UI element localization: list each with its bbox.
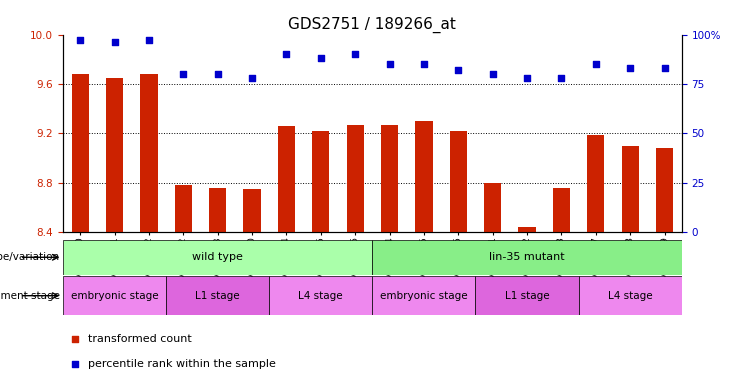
Text: development stage: development stage — [0, 291, 60, 301]
Bar — [269, 276, 372, 315]
Point — [315, 55, 327, 61]
Bar — [278, 126, 295, 232]
Text: embryonic stage: embryonic stage — [70, 291, 159, 301]
Bar — [106, 78, 123, 232]
Title: GDS2751 / 189266_at: GDS2751 / 189266_at — [288, 17, 456, 33]
Point — [177, 71, 189, 77]
Text: embryonic stage: embryonic stage — [380, 291, 468, 301]
Bar — [166, 276, 269, 315]
Point — [281, 51, 293, 58]
Point — [70, 336, 82, 342]
Point — [624, 65, 636, 71]
Bar — [622, 146, 639, 232]
Bar — [175, 185, 192, 232]
Bar — [209, 188, 226, 232]
Bar — [381, 125, 398, 232]
Point — [659, 65, 671, 71]
Text: transformed count: transformed count — [87, 334, 191, 344]
Text: L1 stage: L1 stage — [505, 291, 549, 301]
Text: genotype/variation: genotype/variation — [0, 252, 60, 262]
Bar — [244, 189, 261, 232]
Point — [487, 71, 499, 77]
Point — [590, 61, 602, 67]
Bar — [415, 121, 433, 232]
Bar — [587, 135, 605, 232]
Point — [143, 37, 155, 43]
Point — [384, 61, 396, 67]
Bar — [140, 74, 158, 232]
Point — [556, 75, 568, 81]
Point — [452, 67, 464, 73]
Point — [349, 51, 361, 58]
Bar — [476, 276, 579, 315]
Bar — [579, 276, 682, 315]
Text: wild type: wild type — [192, 252, 243, 262]
Text: percentile rank within the sample: percentile rank within the sample — [87, 359, 276, 369]
Bar — [484, 183, 501, 232]
Text: lin-35 mutant: lin-35 mutant — [489, 252, 565, 262]
Point — [212, 71, 224, 77]
Bar — [63, 276, 166, 315]
Point — [246, 75, 258, 81]
Point — [521, 75, 533, 81]
Bar — [553, 188, 570, 232]
Bar — [63, 240, 372, 275]
Text: L1 stage: L1 stage — [196, 291, 240, 301]
Point — [418, 61, 430, 67]
Bar — [372, 276, 476, 315]
Point — [74, 37, 86, 43]
Bar — [519, 227, 536, 232]
Bar — [312, 131, 330, 232]
Bar — [372, 240, 682, 275]
Bar — [347, 125, 364, 232]
Bar — [72, 74, 89, 232]
Point — [70, 361, 82, 367]
Text: L4 stage: L4 stage — [299, 291, 343, 301]
Point — [109, 40, 121, 46]
Bar — [450, 131, 467, 232]
Text: L4 stage: L4 stage — [608, 291, 653, 301]
Bar — [656, 148, 673, 232]
